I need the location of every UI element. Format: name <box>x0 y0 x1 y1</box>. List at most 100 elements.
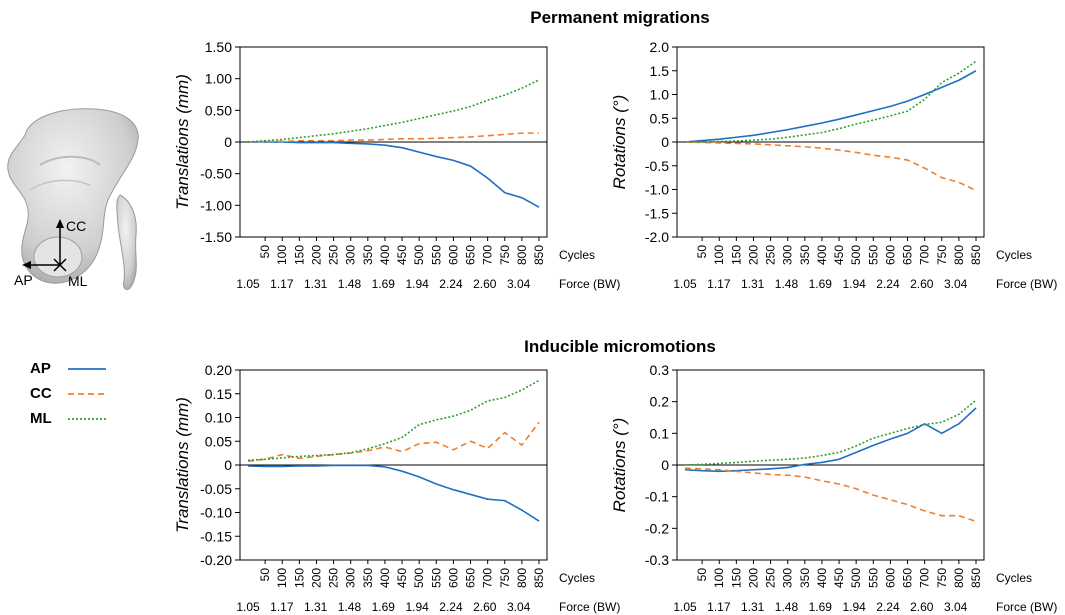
legend-item-ml: ML <box>30 406 108 431</box>
y-tick-label: 0.10 <box>205 410 232 426</box>
x-tick-label: 550 <box>866 245 880 265</box>
y-tick-label: 1.00 <box>205 71 232 87</box>
y-tick-label: -0.1 <box>645 489 669 505</box>
force-tick-label: 1.31 <box>304 277 328 291</box>
x-tick-label: 100 <box>275 568 289 588</box>
x-tick-label: 650 <box>464 568 478 588</box>
force-tick-label: 1.17 <box>270 277 294 291</box>
force-unit-label: Force (BW) <box>559 600 620 614</box>
force-tick-label: 1.17 <box>707 277 731 291</box>
series-line-ml <box>685 60 977 143</box>
x-tick-label: 100 <box>712 245 726 265</box>
force-tick-label: 1.17 <box>707 600 731 614</box>
y-tick-label: 1.50 <box>205 39 232 55</box>
legend-swatch-solid <box>68 367 106 370</box>
x-tick-label: 100 <box>275 245 289 265</box>
y-tick-label: -1.50 <box>200 229 232 245</box>
y-tick-label: 0.50 <box>205 102 232 118</box>
y-tick-label: 1.0 <box>650 87 670 103</box>
force-tick-label: 1.94 <box>842 277 866 291</box>
legend-swatch-dashed <box>68 392 106 395</box>
force-tick-label: 1.48 <box>775 277 799 291</box>
x-tick-label: 500 <box>849 568 863 588</box>
series-line-cc <box>684 467 977 523</box>
x-tick-label: 600 <box>883 245 897 265</box>
x-tick-label: 150 <box>292 245 306 265</box>
x-tick-label: 650 <box>901 245 915 265</box>
y-tick-label: 0.2 <box>650 394 670 410</box>
x-tick-label: 450 <box>832 568 846 588</box>
x-tick-label: 250 <box>764 568 778 588</box>
pelvis-illustration: CC AP ML <box>7 108 139 291</box>
y-tick-label: -0.5 <box>645 158 669 174</box>
y-tick-label: 0 <box>661 457 669 473</box>
x-tick-label: 350 <box>361 245 375 265</box>
x-tick-label: 650 <box>901 568 915 588</box>
chart-2: 0.20 0.15 0.10 0.05 0 -0.05 -0.10 -0.15 -0.20 Tra… <box>173 362 620 614</box>
y-tick-label: -1.00 <box>200 197 232 213</box>
x-tick-label: 350 <box>798 245 812 265</box>
x-tick-label: 50 <box>695 568 709 582</box>
series-line-ml <box>247 379 540 462</box>
x-tick-label: 800 <box>952 245 966 265</box>
x-tick-label: 350 <box>361 568 375 588</box>
y-tick-label: -0.10 <box>200 505 232 521</box>
x-unit-label: Cycles <box>996 248 1032 262</box>
x-tick-label: 700 <box>481 245 495 265</box>
chart-1: 2.0 1.5 1.0 0.5 0 -0.5 -1.0 -1.5 -2.0 Rotations (… <box>610 39 1057 291</box>
chart-3: 0.3 0.2 0.1 0 -0.1 -0.2 -0.3 Rotations (°) 50 100… <box>610 362 1057 614</box>
y-tick-label: -0.05 <box>200 481 232 497</box>
x-tick-label: 800 <box>515 245 529 265</box>
x-tick-label: 300 <box>781 568 795 588</box>
force-tick-label: 1.94 <box>842 600 866 614</box>
x-tick-label: 850 <box>969 568 983 588</box>
x-tick-label: 550 <box>866 568 880 588</box>
force-tick-label: 2.24 <box>876 600 900 614</box>
chart-0: 1.50 1.00 0.50 0 -0.50 -1.00 -1.50 Translations… <box>173 39 620 291</box>
legend-label: ML <box>30 410 52 427</box>
x-tick-label: 400 <box>815 568 829 588</box>
y-tick-label: -0.2 <box>645 520 669 536</box>
x-tick-label: 850 <box>532 568 546 588</box>
y-axis-label: Rotations (°) <box>610 418 629 513</box>
series-line-ap <box>684 70 977 143</box>
x-tick-label: 450 <box>395 245 409 265</box>
x-tick-label: 500 <box>412 245 426 265</box>
x-tick-label: 350 <box>798 568 812 588</box>
x-tick-label: 150 <box>729 245 743 265</box>
x-tick-label: 450 <box>832 245 846 265</box>
x-tick-label: 700 <box>481 568 495 588</box>
y-tick-label: 0 <box>224 457 232 473</box>
x-tick-label: 200 <box>746 568 760 588</box>
x-tick-label: 250 <box>764 245 778 265</box>
x-tick-label: 200 <box>309 568 323 588</box>
force-tick-label: 3.04 <box>944 277 968 291</box>
x-tick-label: 100 <box>712 568 726 588</box>
force-tick-label: 2.24 <box>439 600 463 614</box>
x-tick-label: 50 <box>258 568 272 582</box>
legend-item-cc: CC <box>30 381 108 406</box>
y-tick-label: 0 <box>224 134 232 150</box>
y-axis-label: Translations (mm) <box>173 397 192 533</box>
force-tick-label: 1.05 <box>673 277 697 291</box>
x-tick-label: 600 <box>446 245 460 265</box>
force-tick-label: 1.05 <box>673 600 697 614</box>
legend-label: AP <box>30 360 51 377</box>
x-tick-label: 300 <box>781 245 795 265</box>
legend-label: CC <box>30 385 52 402</box>
series-line-cc <box>247 132 539 143</box>
force-tick-label: 3.04 <box>507 277 531 291</box>
x-tick-label: 450 <box>395 568 409 588</box>
x-tick-label: 150 <box>729 568 743 588</box>
x-tick-label: 850 <box>532 245 546 265</box>
legend-item-ap: AP <box>30 356 108 381</box>
force-tick-label: 1.17 <box>270 600 294 614</box>
series-line-ap <box>248 141 540 208</box>
force-tick-label: 2.60 <box>473 600 497 614</box>
x-tick-label: 50 <box>695 245 709 259</box>
y-tick-label: 2.0 <box>650 39 670 55</box>
x-tick-label: 700 <box>918 245 932 265</box>
force-tick-label: 1.48 <box>338 277 362 291</box>
force-tick-label: 1.69 <box>809 277 833 291</box>
y-tick-label: 0.3 <box>650 362 670 378</box>
